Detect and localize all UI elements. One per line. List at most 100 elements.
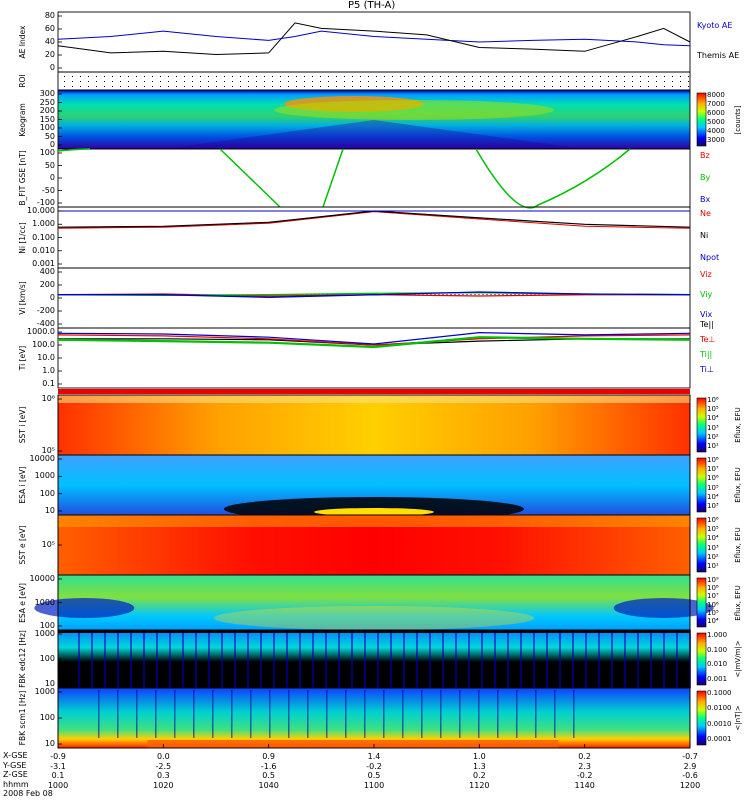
roi-dot bbox=[264, 81, 265, 82]
roi-dot bbox=[216, 81, 217, 82]
roi-dot bbox=[64, 81, 65, 82]
sst_e-colorbar-tick: 10¹ bbox=[707, 562, 719, 570]
bfield-tick-label: 0 bbox=[49, 173, 55, 182]
ae-tick-label: 40 bbox=[44, 37, 55, 46]
keogram-tick-label: 250 bbox=[39, 97, 55, 107]
roi-dot bbox=[520, 86, 521, 87]
roi-dot bbox=[112, 86, 113, 87]
roi-dot bbox=[200, 81, 201, 82]
fbk-e-stripe bbox=[403, 630, 405, 688]
roi-dot bbox=[144, 86, 145, 87]
fbk-e-stripe bbox=[637, 630, 639, 688]
esa_i-tick-label: 10 bbox=[44, 506, 55, 515]
fbk_b-colorbar-label: <|nT|> bbox=[734, 705, 742, 731]
esa_i-tick-label: 1000 bbox=[34, 471, 55, 481]
roi-dot bbox=[232, 86, 233, 87]
roi-dot bbox=[528, 81, 529, 82]
fbk-e-stripe bbox=[559, 630, 561, 688]
keogram-dark-region bbox=[163, 120, 585, 149]
fbk-b-stripe bbox=[573, 690, 575, 738]
roi-dot bbox=[400, 81, 401, 82]
footer-cell: 2.9 bbox=[683, 761, 697, 771]
roi-dot bbox=[136, 86, 137, 87]
sst_i-ylabel: SST i [eV] bbox=[18, 406, 27, 444]
roi-dot bbox=[176, 76, 177, 77]
roi-dot bbox=[360, 76, 361, 77]
temp-line-3 bbox=[57, 331, 691, 345]
footer-cell: 0.2 bbox=[472, 771, 486, 780]
fbk_e-colorbar-tick: 0.100 bbox=[707, 645, 728, 654]
roi-dot bbox=[168, 86, 169, 87]
fbk-e-stripe bbox=[247, 630, 249, 688]
sst_e-colorbar-tick: 10³ bbox=[707, 543, 719, 552]
fbk-e-stripe bbox=[390, 630, 392, 688]
fbk-b-stripe bbox=[155, 690, 157, 738]
esa_i-colorbar bbox=[696, 457, 707, 513]
roi-dot bbox=[456, 81, 457, 82]
roi-dot bbox=[112, 76, 113, 77]
roi-dot bbox=[272, 76, 273, 77]
roi-dot bbox=[512, 86, 513, 87]
bfield-frame bbox=[57, 148, 691, 208]
roi-dot bbox=[424, 81, 425, 82]
roi-dot bbox=[312, 81, 313, 82]
roi-dot bbox=[504, 86, 505, 87]
sst_i-colorbar bbox=[696, 397, 707, 453]
fbk_b-frame bbox=[57, 687, 691, 749]
fbk-e-stripe bbox=[91, 630, 93, 688]
esa_i-colorbar-label: Eflux, EFU bbox=[734, 467, 742, 503]
roi-dot bbox=[600, 76, 601, 77]
velocity-legend-vix: Vix bbox=[700, 310, 713, 319]
roi-dot bbox=[632, 86, 633, 87]
fbk-e-stripe bbox=[676, 630, 678, 688]
roi-dot bbox=[376, 76, 377, 77]
roi-dot bbox=[544, 86, 545, 87]
roi-dot bbox=[248, 86, 249, 87]
roi-dot bbox=[664, 76, 665, 77]
roi-dot bbox=[232, 81, 233, 82]
roi-dot bbox=[472, 86, 473, 87]
roi-dot bbox=[624, 81, 625, 82]
roi-dot bbox=[120, 76, 121, 77]
fbk-e-stripe bbox=[442, 630, 444, 688]
roi-dot bbox=[576, 76, 577, 77]
density-tick-label: 0.010 bbox=[32, 245, 55, 255]
roi-dot bbox=[592, 81, 593, 82]
roi-dot bbox=[136, 81, 137, 82]
esa_e-colorbar-tick: 10⁷ bbox=[707, 592, 719, 601]
roi-dot bbox=[336, 86, 337, 87]
footer-cell: 1120 bbox=[469, 780, 490, 790]
roi-dot bbox=[248, 81, 249, 82]
density-tick-label: 0.001 bbox=[32, 259, 55, 268]
fbk-e-stripe bbox=[78, 630, 80, 688]
fbk_b-colorbar bbox=[696, 690, 707, 746]
footer-cell: -0.9 bbox=[50, 752, 66, 761]
roi-dot bbox=[648, 76, 649, 77]
roi-dot bbox=[648, 81, 649, 82]
roi-dot bbox=[224, 86, 225, 87]
sst_i-colorbar-tick: 10¹ bbox=[707, 442, 719, 450]
roi-dot bbox=[72, 86, 73, 87]
roi-dot bbox=[384, 81, 385, 82]
esa_e-colorbar-tick: 10⁹ bbox=[707, 576, 719, 584]
footer-cell: 0.5 bbox=[262, 771, 276, 780]
roi-dot bbox=[368, 86, 369, 87]
roi-dot bbox=[464, 81, 465, 82]
roi-dot bbox=[656, 81, 657, 82]
roi-dot bbox=[248, 76, 249, 77]
fbk_e-colorbar-tick: 0.001 bbox=[707, 675, 728, 683]
footer-cell: 1200 bbox=[679, 780, 701, 790]
roi-dot bbox=[208, 86, 209, 87]
roi-dot bbox=[312, 86, 313, 87]
fbk-e-stripe bbox=[624, 630, 626, 688]
roi-dot bbox=[640, 76, 641, 77]
roi-dot bbox=[288, 86, 289, 87]
density-tick-label: 1.000 bbox=[32, 219, 55, 229]
fbk-e-stripe bbox=[377, 630, 379, 688]
temp-line-1 bbox=[57, 334, 691, 346]
roi-dot bbox=[448, 76, 449, 77]
roi-dot bbox=[224, 81, 225, 82]
roi-dot bbox=[656, 76, 657, 77]
fbk_e-tick-label: 1000 bbox=[34, 629, 55, 638]
fbk_e-tick-label: 10 bbox=[44, 679, 55, 688]
